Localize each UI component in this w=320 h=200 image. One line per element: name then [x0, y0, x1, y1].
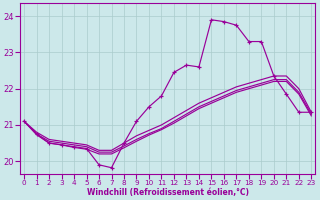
X-axis label: Windchill (Refroidissement éolien,°C): Windchill (Refroidissement éolien,°C)	[87, 188, 249, 197]
